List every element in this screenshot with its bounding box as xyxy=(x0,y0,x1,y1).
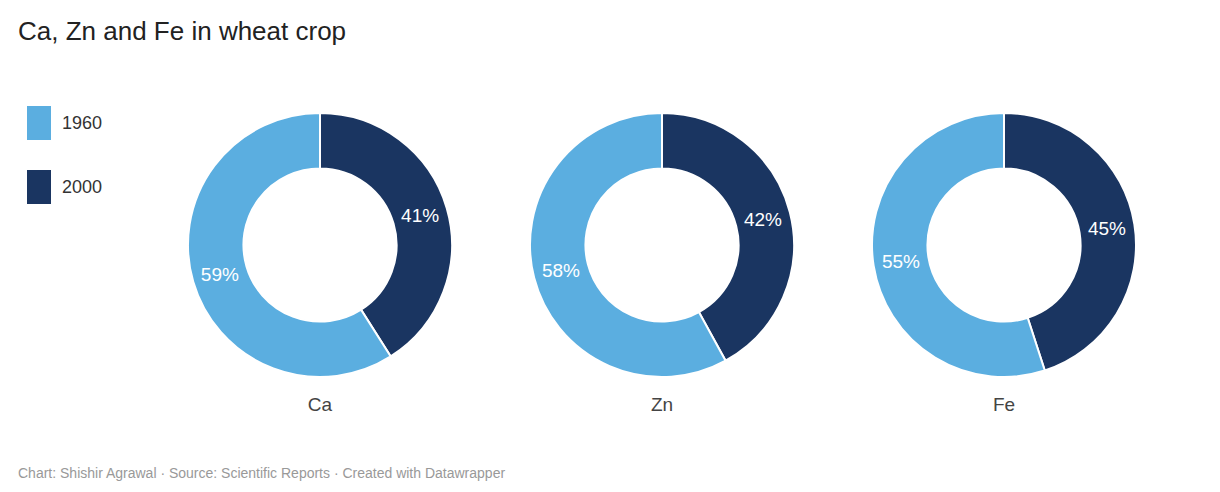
category-label: Fe xyxy=(993,394,1015,415)
data-label: 45% xyxy=(1088,218,1126,239)
data-label: 42% xyxy=(744,209,782,230)
legend: 1960 2000 xyxy=(27,106,102,204)
donut xyxy=(188,113,452,377)
chart: Ca, Zn and Fe in wheat crop 1960 2000 41% 59… xyxy=(0,0,1220,492)
data-label: 58% xyxy=(542,260,580,281)
category-label: Zn xyxy=(651,394,673,415)
data-label: 59% xyxy=(201,264,239,285)
data-label: 55% xyxy=(882,251,920,272)
donut-slice xyxy=(530,113,726,377)
footer: Chart: Shishir Agrawal · Source: Scienti… xyxy=(18,465,505,481)
donut-slice xyxy=(188,113,391,377)
data-label: 41% xyxy=(401,205,439,226)
title: Ca, Zn and Fe in wheat crop xyxy=(18,16,346,46)
legend-swatch xyxy=(27,170,51,204)
legend-label: 2000 xyxy=(62,177,102,197)
category-label: Ca xyxy=(308,394,333,415)
chart-container: Ca, Zn and Fe in wheat crop 1960 2000 41% 59… xyxy=(0,0,1220,492)
donut xyxy=(872,113,1136,377)
legend-label: 1960 xyxy=(62,113,102,133)
legend-swatch xyxy=(27,106,51,140)
donut-slice xyxy=(872,113,1045,377)
donut xyxy=(530,113,794,377)
